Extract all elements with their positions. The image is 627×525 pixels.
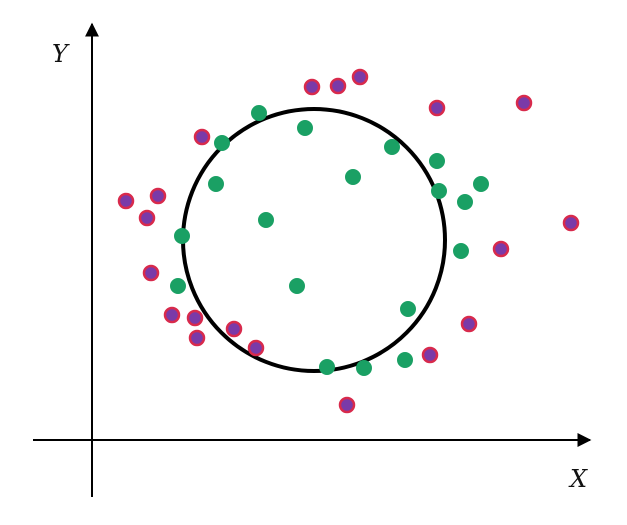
purple-point	[247, 339, 265, 357]
purple-point	[428, 99, 446, 117]
purple-point	[492, 240, 510, 258]
y-axis-label: Y	[52, 40, 70, 68]
green-point	[473, 176, 489, 192]
purple-point	[515, 94, 533, 112]
green-point	[457, 194, 473, 210]
green-point	[429, 153, 445, 169]
x-axis-label: X	[568, 465, 588, 493]
green-point	[431, 183, 447, 199]
purple-point	[338, 396, 356, 414]
green-point	[384, 139, 400, 155]
purple-point	[138, 209, 156, 227]
purple-point	[117, 192, 135, 210]
green-point	[356, 360, 372, 376]
purple-point	[460, 315, 478, 333]
green-point	[170, 278, 186, 294]
purple-point	[225, 320, 243, 338]
purple-point	[351, 68, 369, 86]
green-point	[345, 169, 361, 185]
green-point	[319, 359, 335, 375]
green-point	[297, 120, 313, 136]
green-point	[214, 135, 230, 151]
purple-point	[186, 309, 204, 327]
green-point	[251, 105, 267, 121]
data-points	[117, 68, 580, 414]
green-point	[208, 176, 224, 192]
purple-point	[163, 306, 181, 324]
purple-point	[421, 346, 439, 364]
purple-point	[193, 128, 211, 146]
purple-point	[188, 329, 206, 347]
purple-point	[329, 77, 347, 95]
green-point	[289, 278, 305, 294]
green-point	[258, 212, 274, 228]
purple-point	[303, 78, 321, 96]
green-point	[174, 228, 190, 244]
purple-point	[142, 264, 160, 282]
green-point	[400, 301, 416, 317]
purple-point	[149, 187, 167, 205]
green-point	[453, 243, 469, 259]
green-point	[397, 352, 413, 368]
purple-point	[562, 214, 580, 232]
